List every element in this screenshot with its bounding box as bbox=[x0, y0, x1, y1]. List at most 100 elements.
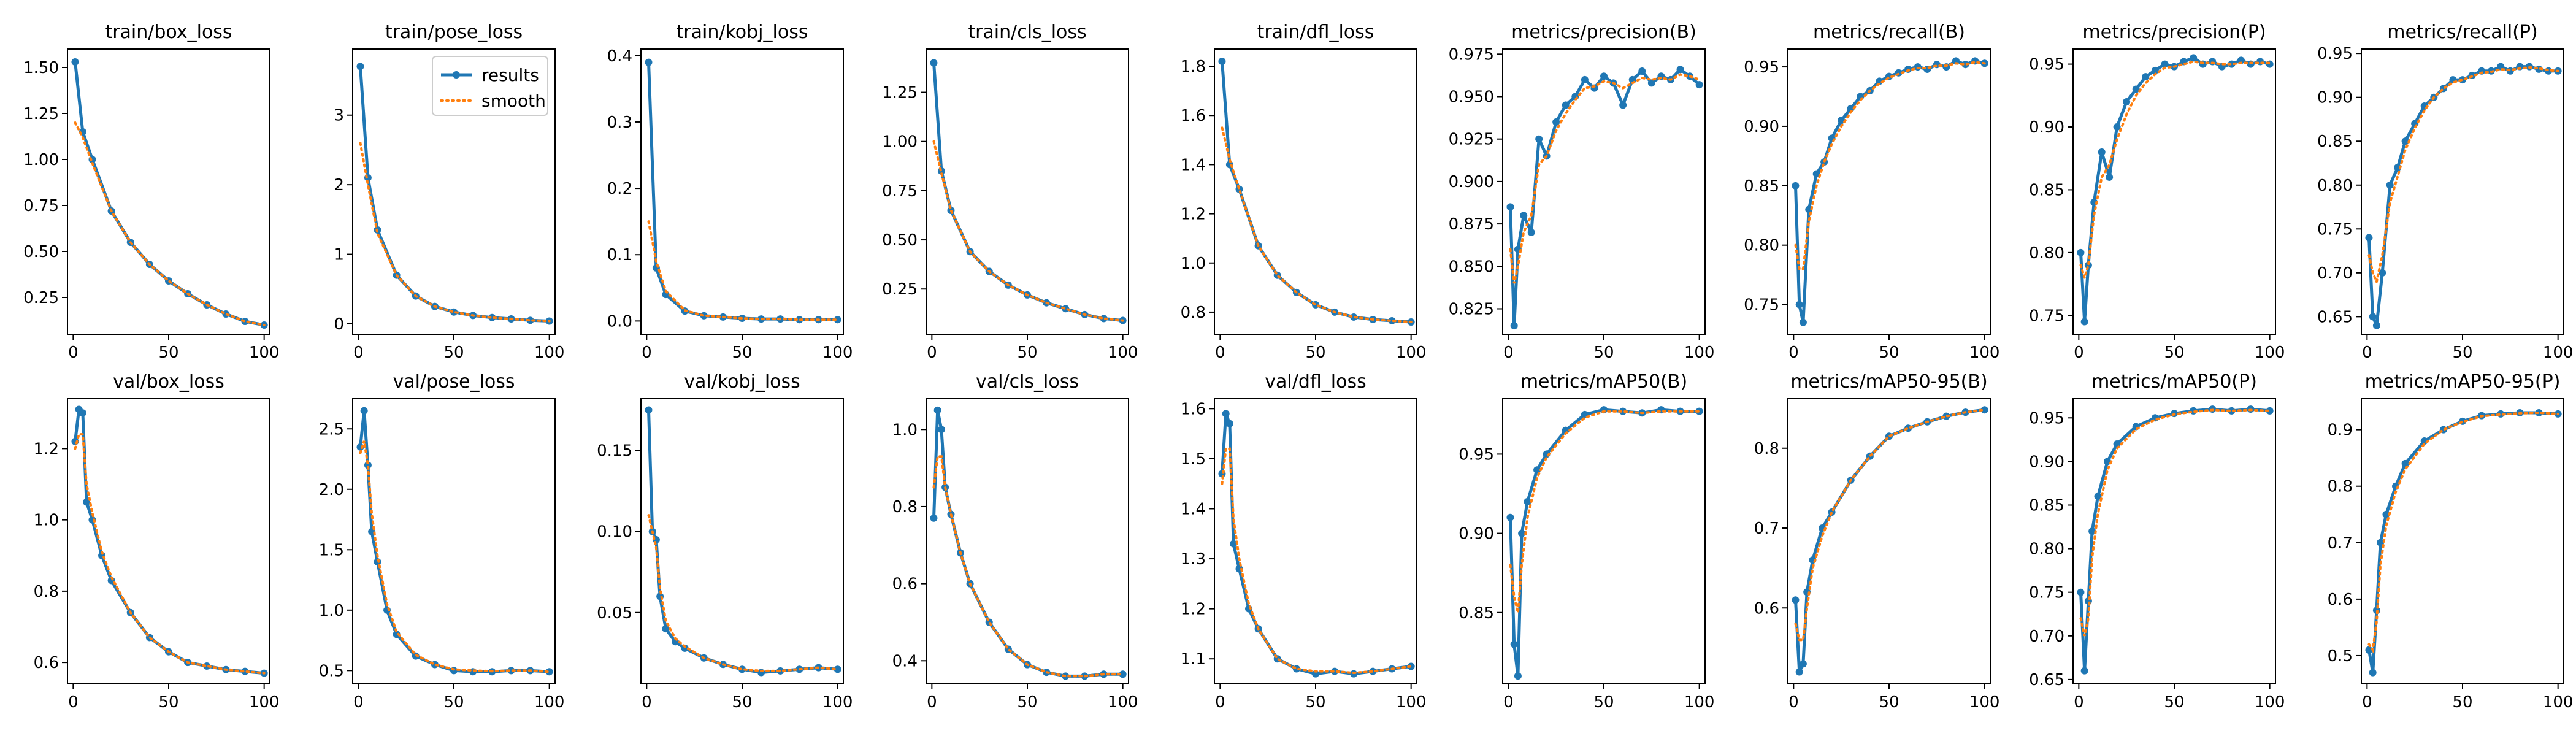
plot-frame bbox=[1214, 398, 1417, 684]
y-tick-label: 0.65 bbox=[2029, 671, 2064, 689]
y-tick-label: 0.3 bbox=[607, 113, 632, 132]
smooth-series-line bbox=[1509, 73, 1701, 284]
chart-panel: metrics/recall(B) 0 50 100 0.75 0.80 0.85 0.90 0… bbox=[1744, 21, 1999, 362]
results-point bbox=[1795, 301, 1803, 309]
results-point bbox=[2228, 407, 2236, 415]
y-tick-label: 0.9 bbox=[2328, 421, 2353, 440]
y-tick-label: 0.8 bbox=[1181, 304, 1206, 322]
smooth-series-line bbox=[2079, 60, 2271, 282]
results-point bbox=[2088, 527, 2096, 535]
y-tick-label: 0.6 bbox=[1754, 599, 1779, 618]
y-tick-label: 0.975 bbox=[1449, 45, 1494, 64]
smooth-series-line bbox=[932, 455, 1124, 678]
x-tick-label: 100 bbox=[1108, 343, 1138, 362]
results-point bbox=[2266, 407, 2274, 415]
y-tick-label: 0.85 bbox=[2029, 181, 2064, 199]
results-point bbox=[2190, 54, 2198, 62]
results-point bbox=[1619, 101, 1627, 109]
chart-title: val/kobj_loss bbox=[684, 371, 800, 393]
x-tick-label: 100 bbox=[249, 343, 280, 362]
results-point bbox=[1647, 79, 1655, 87]
results-point bbox=[450, 308, 458, 316]
plot-frame bbox=[1502, 48, 1706, 335]
results-series-line bbox=[1794, 408, 1985, 673]
y-tick-label: 1.25 bbox=[882, 84, 918, 102]
y-tick-label: 1.5 bbox=[319, 541, 344, 559]
results-point bbox=[2228, 60, 2236, 68]
x-tick-label: 50 bbox=[1017, 693, 1037, 711]
chart-panel: val/pose_loss 0 50 100 0.5 1.0 1.5 2.0 2.5 bbox=[319, 371, 565, 711]
y-tick-label: 1.2 bbox=[34, 440, 59, 458]
chart-title: val/cls_loss bbox=[976, 371, 1079, 393]
x-tick-label: 0 bbox=[2362, 693, 2372, 711]
y-tick-label: 0.95 bbox=[2029, 409, 2064, 427]
y-tick-label: 1.0 bbox=[892, 421, 918, 439]
y-tick-label: 0.1 bbox=[607, 246, 632, 264]
smooth-series-line bbox=[2367, 66, 2559, 286]
legend-results-marker bbox=[453, 71, 460, 79]
x-tick-label: 0 bbox=[68, 343, 79, 362]
y-tick-label: 1.6 bbox=[1181, 400, 1206, 418]
plot-frame bbox=[2072, 48, 2276, 335]
results-point bbox=[2123, 98, 2131, 106]
y-tick-label: 0.75 bbox=[23, 197, 59, 215]
chart-title: metrics/mAP50-95(B) bbox=[1790, 371, 1987, 393]
results-point bbox=[2382, 510, 2390, 518]
chart-title: val/box_loss bbox=[113, 371, 224, 393]
y-tick-label: 1.1 bbox=[1181, 650, 1206, 669]
results-point bbox=[71, 58, 79, 66]
results-point bbox=[488, 313, 496, 321]
y-tick-label: 0.95 bbox=[2029, 56, 2064, 74]
smooth-series-line bbox=[1794, 61, 1986, 270]
chart-panel: metrics/recall(P) 0 50 100 0.65 0.70 0.75 0.80 0… bbox=[2317, 21, 2573, 362]
results-point bbox=[645, 406, 653, 414]
y-tick-label: 0.8 bbox=[892, 498, 918, 516]
chart-panel: metrics/precision(B) 0 50 100 0.825 0.850 0.87… bbox=[1449, 21, 1715, 362]
y-tick-label: 1.0 bbox=[1181, 255, 1206, 273]
y-tick-label: 0.75 bbox=[882, 182, 918, 201]
x-tick-label: 50 bbox=[2164, 343, 2184, 362]
x-tick-label: 100 bbox=[1684, 693, 1715, 711]
smooth-series-line bbox=[647, 220, 839, 321]
y-tick-label: 0.5 bbox=[2328, 647, 2353, 665]
results-point bbox=[1676, 66, 1684, 74]
results-point bbox=[2209, 58, 2217, 66]
results-series-line bbox=[74, 61, 265, 327]
y-tick-label: 2.5 bbox=[319, 420, 344, 439]
results-point bbox=[1847, 104, 1855, 112]
x-tick-label: 50 bbox=[1879, 693, 1899, 711]
y-tick-label: 0.70 bbox=[2317, 264, 2353, 283]
y-tick-label: 1.0 bbox=[319, 602, 344, 620]
chart-title: metrics/precision(B) bbox=[1511, 21, 1696, 43]
x-tick-label: 100 bbox=[2543, 693, 2574, 711]
chart-panel: metrics/mAP50-95(P) 0 50 100 0.5 0.6 0.7 0.8 0.9 bbox=[2328, 371, 2574, 711]
results-series-line bbox=[2079, 407, 2270, 673]
results-point bbox=[1506, 513, 1514, 521]
plot-frame bbox=[640, 398, 844, 684]
results-point bbox=[1222, 410, 1230, 418]
legend-smooth-label: smooth bbox=[481, 91, 546, 111]
results-point bbox=[2266, 60, 2274, 68]
x-tick-label: 50 bbox=[1593, 693, 1614, 711]
results-point bbox=[2379, 269, 2386, 277]
results-point bbox=[364, 461, 372, 469]
results-point bbox=[2151, 66, 2159, 74]
x-tick-label: 100 bbox=[1396, 343, 1427, 362]
chart-title: metrics/recall(P) bbox=[2387, 21, 2538, 43]
chart-title: val/dfl_loss bbox=[1265, 371, 1366, 393]
smooth-series-line bbox=[1221, 447, 1413, 675]
results-point bbox=[545, 668, 553, 676]
x-tick-label: 50 bbox=[443, 693, 464, 711]
results-series-line bbox=[1509, 408, 1700, 678]
chart-panel: metrics/mAP50(P) 0 50 100 0.65 0.70 0.75 0.80 0.… bbox=[2029, 371, 2285, 711]
x-tick-label: 0 bbox=[353, 693, 364, 711]
results-point bbox=[526, 316, 534, 324]
results-series-line bbox=[932, 408, 1123, 678]
x-tick-label: 0 bbox=[1788, 343, 1799, 362]
plot-frame bbox=[2361, 48, 2564, 335]
x-tick-label: 50 bbox=[443, 343, 464, 362]
y-tick-label: 2 bbox=[334, 176, 344, 194]
y-tick-label: 0.75 bbox=[1744, 296, 1779, 315]
x-tick-label: 100 bbox=[1108, 693, 1138, 711]
chart-title: train/pose_loss bbox=[385, 21, 523, 43]
